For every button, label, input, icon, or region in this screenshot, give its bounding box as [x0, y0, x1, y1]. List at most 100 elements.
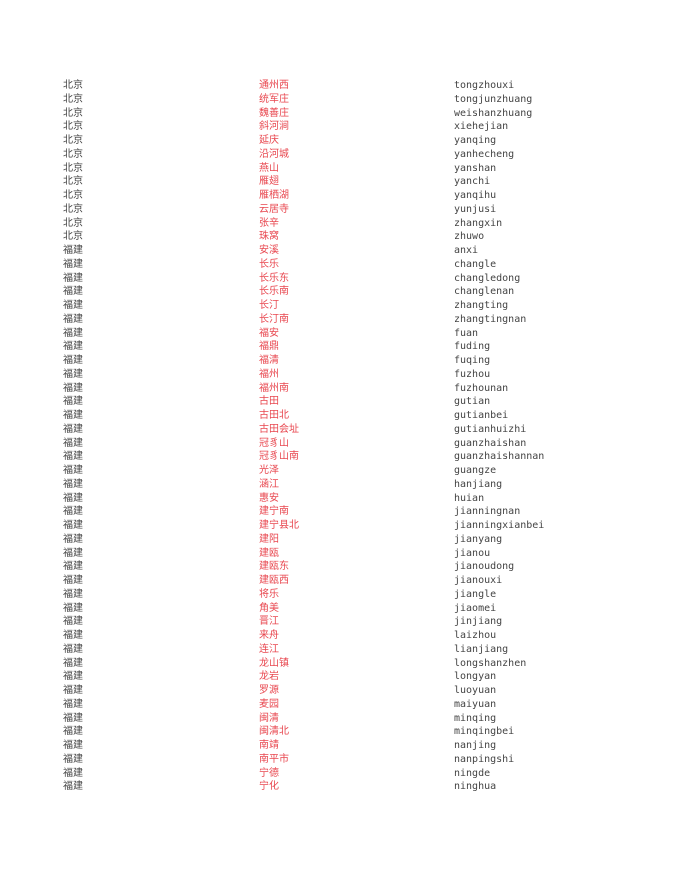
station-name-cell: 龙岩	[259, 671, 279, 683]
pinyin-cell: jianou	[454, 547, 491, 559]
pinyin-cell: maiyuan	[454, 698, 497, 710]
pinyin-cell: tongjunzhuang	[454, 93, 533, 105]
station-name-cell: 古田	[259, 396, 279, 408]
pinyin-cell: zhangting	[454, 300, 509, 311]
pinyin-cell: jiaomei	[454, 602, 497, 614]
province-cell: 福建	[63, 341, 83, 353]
pinyin-cell: changle	[454, 258, 497, 270]
province-cell: 福建	[63, 327, 83, 339]
province-cell: 北京	[63, 203, 83, 215]
pinyin-cell: luoyuan	[454, 685, 497, 696]
province-cell: 北京	[63, 107, 83, 119]
pinyin-cell: fuqing	[454, 355, 491, 366]
pinyin-cell: tongzhouxi	[454, 80, 515, 91]
table-row: 福建 晋江 jinjiang	[0, 615, 680, 629]
station-name-cell: 福清	[259, 355, 279, 366]
table-row: 福建 长乐 changle	[0, 258, 680, 272]
station-name-cell: 闽清北	[259, 726, 289, 738]
table-row: 北京 张辛 zhangxin	[0, 217, 680, 231]
table-row: 福建 惠安 huian	[0, 492, 680, 506]
table-row: 福建 长汀 zhangting	[0, 299, 680, 313]
station-name-cell: 福安	[259, 327, 279, 339]
pinyin-cell: xiehejian	[454, 121, 509, 133]
pinyin-cell: jiangle	[454, 588, 497, 600]
province-cell: 福建	[63, 451, 83, 463]
province-cell: 福建	[63, 561, 83, 573]
province-cell: 北京	[63, 93, 83, 105]
station-name-cell: 燕山	[259, 162, 279, 174]
table-row: 福建 福州 fuzhou	[0, 368, 680, 382]
pinyin-cell: yunjusi	[454, 203, 497, 215]
table-row: 福建 宁化 ninghua	[0, 780, 680, 794]
station-name-cell: 建瓯东	[259, 561, 289, 573]
pinyin-cell: jianningxianbei	[454, 520, 545, 531]
table-row: 北京 沿河城 yanhecheng	[0, 148, 680, 162]
station-table: 北京 通州西 tongzhouxi 北京 统军庄 tongjunzhuang 北京 魏善庄 we…	[0, 79, 680, 794]
province-cell: 福建	[63, 643, 83, 655]
table-row: 福建 建宁县北 jianningxianbei	[0, 519, 680, 533]
station-name-cell: 延庆	[259, 135, 279, 146]
pinyin-cell: zhangxin	[454, 217, 503, 229]
province-cell: 福建	[63, 286, 83, 298]
station-name-cell: 冠豸山南	[259, 451, 299, 463]
table-row: 福建 古田 gutian	[0, 395, 680, 409]
station-name-cell: 来舟	[259, 630, 279, 641]
station-name-cell: 斜河涧	[259, 121, 289, 133]
pinyin-cell: changledong	[454, 272, 521, 284]
station-name-cell: 长汀南	[259, 313, 289, 325]
province-cell: 福建	[63, 313, 83, 325]
table-row: 福建 福清 fuqing	[0, 354, 680, 368]
station-name-cell: 长乐南	[259, 286, 289, 298]
station-name-cell: 建阳	[259, 533, 279, 545]
station-name-cell: 通州西	[259, 80, 289, 91]
pinyin-cell: yanchi	[454, 176, 491, 188]
station-name-cell: 麦园	[259, 698, 279, 710]
table-row: 福建 来舟 laizhou	[0, 629, 680, 643]
province-cell: 福建	[63, 616, 83, 628]
pinyin-cell: zhangtingnan	[454, 313, 527, 325]
table-row: 福建 罗源 luoyuan	[0, 684, 680, 698]
pinyin-cell: guanzhaishannan	[454, 451, 545, 463]
province-cell: 福建	[63, 492, 83, 504]
pinyin-cell: gutian	[454, 396, 491, 408]
province-cell: 福建	[63, 547, 83, 559]
province-cell: 福建	[63, 602, 83, 614]
table-row: 福建 龙山镇 longshanzhen	[0, 657, 680, 671]
table-row: 福建 涵江 hanjiang	[0, 478, 680, 492]
station-name-cell: 古田会址	[259, 423, 299, 435]
pinyin-cell: fuzhou	[454, 368, 491, 380]
table-row: 福建 龙岩 longyan	[0, 670, 680, 684]
station-name-cell: 建瓯西	[259, 575, 289, 586]
province-cell: 福建	[63, 423, 83, 435]
province-cell: 北京	[63, 190, 83, 201]
province-cell: 福建	[63, 575, 83, 586]
province-cell: 福建	[63, 630, 83, 641]
pinyin-cell: zhuwo	[454, 231, 485, 243]
province-cell: 北京	[63, 80, 83, 91]
table-row: 福建 南平市 nanpingshi	[0, 753, 680, 767]
table-row: 福建 古田北 gutianbei	[0, 409, 680, 423]
province-cell: 福建	[63, 410, 83, 421]
table-row: 福建 连江 lianjiang	[0, 643, 680, 657]
province-cell: 福建	[63, 300, 83, 311]
pinyin-cell: jinjiang	[454, 616, 503, 628]
province-cell: 北京	[63, 135, 83, 146]
province-cell: 福建	[63, 753, 83, 765]
province-cell: 福建	[63, 533, 83, 545]
table-row: 福建 冠豸山 guanzhaishan	[0, 437, 680, 451]
station-name-cell: 建宁南	[259, 506, 289, 518]
province-cell: 福建	[63, 465, 83, 476]
pinyin-cell: ninghua	[454, 781, 497, 793]
province-cell: 福建	[63, 698, 83, 710]
station-name-cell: 将乐	[259, 588, 279, 600]
province-cell: 福建	[63, 272, 83, 284]
pinyin-cell: weishanzhuang	[454, 107, 533, 119]
station-name-cell: 宁德	[259, 767, 279, 779]
pinyin-cell: fuzhounan	[454, 382, 509, 394]
station-name-cell: 涵江	[259, 478, 279, 490]
table-row: 福建 建瓯西 jianouxi	[0, 574, 680, 588]
province-cell: 福建	[63, 245, 83, 256]
table-row: 北京 燕山 yanshan	[0, 162, 680, 176]
pinyin-cell: yanhecheng	[454, 148, 515, 160]
pinyin-cell: yanqing	[454, 135, 497, 146]
